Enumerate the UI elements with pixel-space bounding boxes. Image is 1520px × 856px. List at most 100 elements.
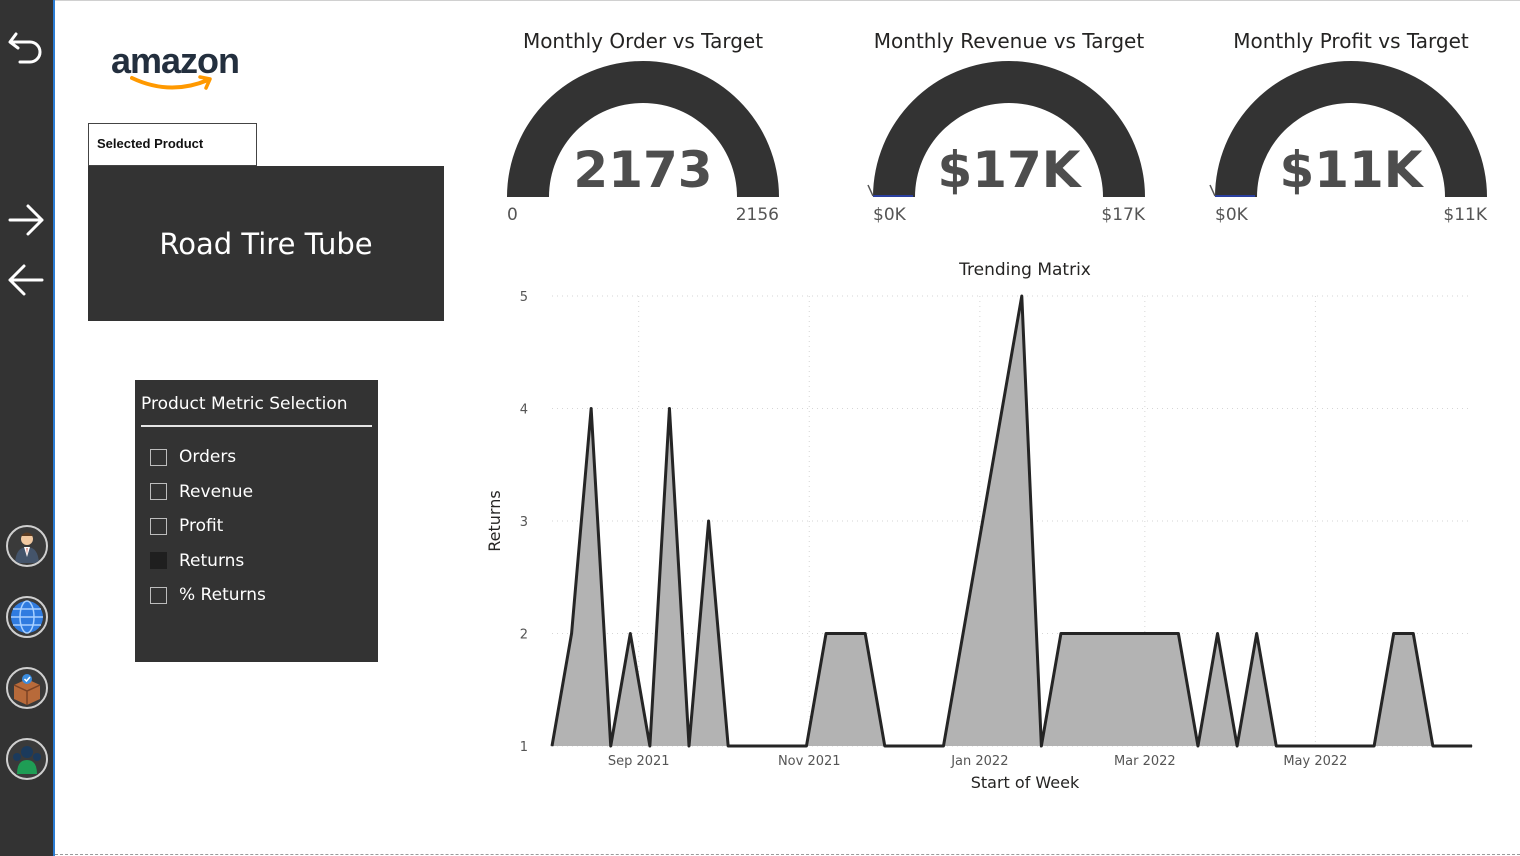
- gauge-min: $0K: [873, 205, 906, 225]
- gauge-revenue: Monthly Revenue vs Target $17K $0K $17K: [859, 25, 1159, 235]
- checkbox[interactable]: [150, 483, 167, 500]
- data-point: [1432, 745, 1434, 747]
- gauge-arc: [1209, 61, 1487, 197]
- metric-option-label: Orders: [179, 447, 237, 467]
- y-tick-label: 5: [520, 290, 528, 305]
- data-point: [551, 745, 553, 747]
- data-point: [668, 408, 670, 409]
- checkbox[interactable]: [150, 552, 167, 569]
- data-point: [1197, 745, 1199, 747]
- data-point: [1236, 745, 1238, 747]
- data-point: [786, 745, 788, 747]
- data-point: [825, 633, 827, 634]
- x-tick-label: Sep 2021: [608, 754, 670, 769]
- data-point: [629, 633, 631, 634]
- metric-option-label: Returns: [179, 550, 245, 571]
- x-tick-label: May 2022: [1283, 754, 1347, 769]
- data-point: [884, 745, 886, 747]
- gauge-value: 2173: [573, 141, 713, 199]
- undo-arrow-icon[interactable]: [6, 26, 46, 66]
- businessman-icon[interactable]: [6, 525, 48, 567]
- gauge-orders: Monthly Order vs Target 2173 0 2156: [493, 25, 793, 235]
- data-point: [1119, 633, 1121, 634]
- data-point: [1373, 745, 1375, 747]
- data-point: [864, 633, 866, 634]
- data-point: [1138, 633, 1140, 634]
- metric-option[interactable]: % Returns: [150, 583, 266, 607]
- data-point: [923, 745, 925, 747]
- gauge-title: Monthly Order vs Target: [522, 29, 764, 53]
- data-point: [610, 745, 612, 747]
- data-point: [1060, 633, 1062, 634]
- x-tick-label: Mar 2022: [1114, 754, 1176, 769]
- data-point: [1451, 745, 1453, 747]
- gauge-title: Monthly Profit vs Target: [1233, 29, 1469, 53]
- data-point: [1021, 295, 1023, 297]
- data-point: [1001, 408, 1003, 409]
- metric-option-label: % Returns: [179, 585, 266, 605]
- metric-option[interactable]: Revenue: [150, 480, 253, 504]
- data-point: [805, 745, 807, 747]
- data-point: [1099, 633, 1101, 634]
- gauge-profit: Monthly Profit vs Target $11K $0K $11K: [1201, 25, 1501, 235]
- data-point: [1275, 745, 1277, 747]
- package-icon[interactable]: [6, 667, 48, 709]
- data-point: [1354, 745, 1356, 747]
- gauge-max: 2156: [735, 205, 779, 225]
- metric-option[interactable]: Orders: [150, 445, 236, 469]
- data-point: [1177, 633, 1179, 634]
- data-point: [1295, 745, 1297, 747]
- area-line: [550, 294, 1472, 748]
- data-point: [1334, 745, 1336, 747]
- navigation-sidebar: [0, 0, 55, 856]
- data-point: [1080, 633, 1082, 634]
- data-point: [688, 745, 690, 747]
- arrow-left-icon[interactable]: [6, 260, 46, 300]
- selected-product-value: Road Tire Tube: [159, 226, 373, 261]
- data-point: [747, 745, 749, 747]
- data-point: [845, 633, 847, 634]
- x-axis-label: Start of Week: [971, 773, 1080, 792]
- x-tick-label: Nov 2021: [778, 754, 841, 769]
- gauge-max: $17K: [1101, 205, 1145, 225]
- metric-option[interactable]: Returns: [150, 549, 244, 573]
- team-icon[interactable]: [6, 738, 48, 780]
- gauge-arc: [867, 61, 1145, 197]
- gauge-min: $0K: [1215, 205, 1248, 225]
- metric-option[interactable]: Profit: [150, 514, 223, 538]
- data-point: [1217, 633, 1219, 634]
- y-tick-label: 4: [520, 403, 528, 418]
- gauge-value: $17K: [937, 141, 1081, 199]
- data-point: [766, 745, 768, 747]
- globe-icon[interactable]: [6, 596, 48, 638]
- bottom-edge: [55, 854, 1520, 855]
- smile-arrow-icon: [130, 75, 212, 90]
- gauge-min: 0: [507, 205, 518, 225]
- data-point: [1412, 633, 1414, 634]
- gauge-max: $11K: [1443, 205, 1487, 225]
- trending-matrix-chart: Trending Matrix 1 2 3 4 5 Sep 2021 Nov 2021 Jan …: [480, 252, 1490, 812]
- metric-option-label: Profit: [179, 516, 224, 536]
- gauge-title: Monthly Revenue vs Target: [873, 29, 1145, 53]
- data-point: [590, 408, 592, 409]
- data-point: [1040, 745, 1042, 747]
- area-fill: [552, 296, 1472, 746]
- data-point: [982, 520, 984, 522]
- y-tick-label: 2: [520, 628, 528, 643]
- selected-product-label: Selected Product: [88, 123, 257, 166]
- gauge-value: $11K: [1279, 141, 1423, 199]
- data-point: [1256, 633, 1258, 634]
- data-point: [962, 633, 964, 634]
- checkbox[interactable]: [150, 448, 167, 466]
- arrow-right-icon[interactable]: [6, 200, 46, 240]
- chart-svg: Trending Matrix 1 2 3 4 5 Sep 2021 Nov 2021 Jan …: [485, 260, 1473, 792]
- data-point: [942, 745, 944, 747]
- checkbox[interactable]: [150, 586, 167, 604]
- data-point: [1471, 745, 1473, 747]
- checkbox[interactable]: [150, 517, 167, 535]
- logo-text: amazon: [111, 40, 240, 81]
- data-point: [571, 633, 573, 634]
- amazon-logo: amazon: [108, 40, 253, 98]
- top-edge: [55, 0, 1520, 1]
- y-tick-label: 3: [520, 515, 528, 530]
